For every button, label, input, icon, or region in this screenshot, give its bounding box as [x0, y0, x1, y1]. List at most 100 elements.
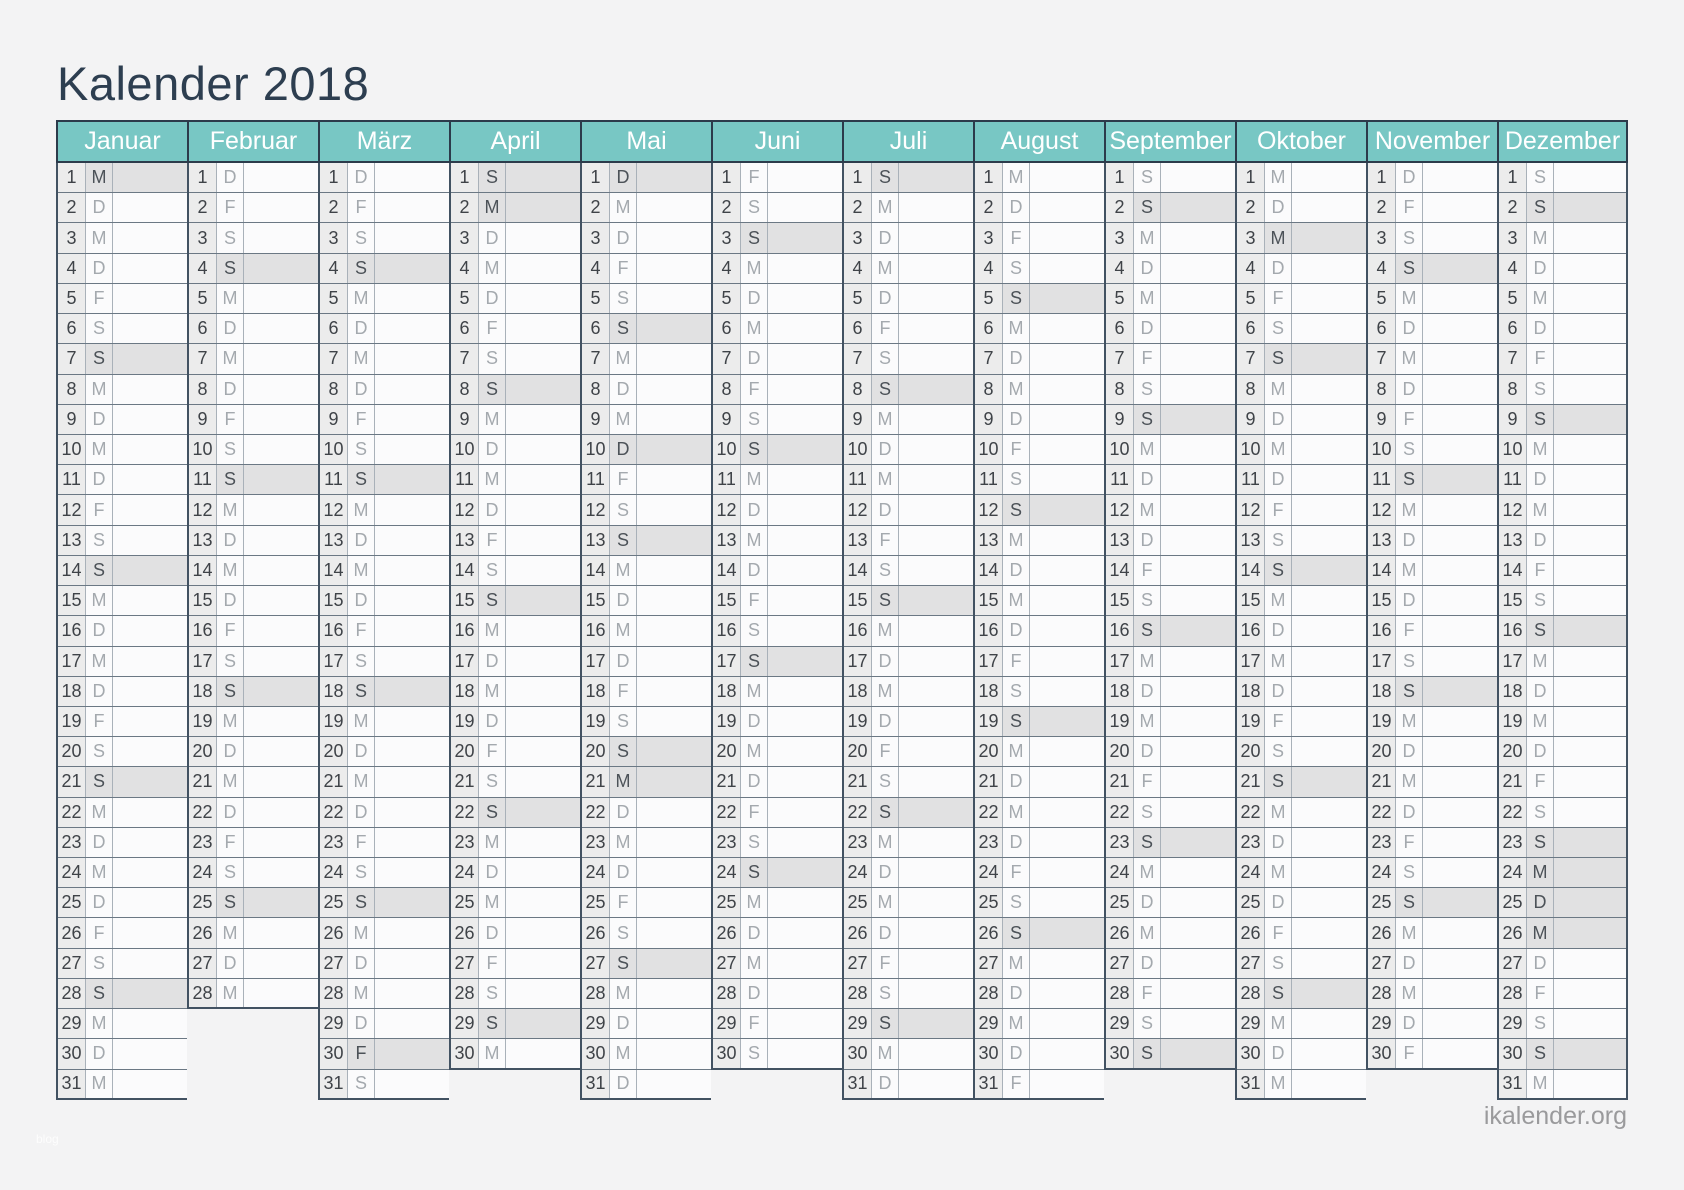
day-number: 17 [975, 646, 1003, 676]
month-grid-november: 1 D 2 F 3 S 4 S 5 M 6 D 7 M 8 D 9 F 10 S 11 S 12 M 13 D 14 M 15 D 16 F 1… [1366, 163, 1497, 1070]
day-number: 13 [320, 525, 348, 555]
note-cell [1030, 465, 1104, 495]
month-header-dezember: Dezember [1497, 120, 1628, 163]
weekday-letter: M [1265, 163, 1292, 193]
day-row: 10 F [975, 434, 1104, 466]
note-cell [899, 918, 973, 948]
day-number: 28 [582, 978, 610, 1009]
day-row: 10 M [58, 434, 187, 466]
day-row: 21 D [713, 767, 842, 798]
note-cell [375, 1039, 449, 1069]
day-row: 14 S [58, 555, 187, 587]
weekday-letter: S [348, 465, 375, 495]
weekday-letter: S [217, 465, 244, 495]
weekday-letter: D [1003, 827, 1030, 858]
weekday-letter: F [86, 706, 113, 737]
day-number: 2 [582, 193, 610, 223]
day-number: 23 [1237, 827, 1265, 858]
day-row: 18 D [1499, 676, 1626, 707]
weekday-letter: D [217, 948, 244, 978]
note-cell [637, 1039, 711, 1069]
note-cell [113, 858, 187, 888]
weekday-letter: M [872, 616, 899, 646]
weekday-letter: D [1003, 404, 1030, 434]
weekday-letter: F [1396, 193, 1423, 223]
day-number: 24 [1106, 858, 1134, 888]
day-row: 22 S [1106, 797, 1235, 828]
note-cell [768, 193, 842, 223]
day-number: 25 [1499, 888, 1527, 918]
day-number: 9 [1237, 404, 1265, 434]
note-cell [637, 283, 711, 314]
day-number: 16 [1237, 616, 1265, 646]
note-cell [1292, 223, 1366, 253]
day-row: 19 D [844, 706, 973, 738]
weekday-letter: D [610, 646, 637, 676]
day-row: 17 M [58, 646, 187, 677]
weekday-letter: D [348, 586, 375, 616]
weekday-letter: M [1134, 706, 1161, 737]
note-cell [768, 767, 842, 797]
day-number: 26 [844, 918, 872, 948]
day-number: 24 [582, 858, 610, 888]
day-row: 25 F [582, 888, 711, 919]
day-row: 13 D [1368, 525, 1497, 556]
day-row: 27 D [320, 948, 449, 979]
weekday-letter: M [741, 948, 768, 978]
note-cell [1554, 1009, 1626, 1039]
day-number: 19 [1368, 706, 1396, 737]
note-cell [768, 555, 842, 586]
note-cell [1292, 314, 1366, 344]
day-row: 13 D [1499, 525, 1626, 556]
day-row: 29 D [1368, 1009, 1497, 1040]
day-row: 29 S [451, 1009, 580, 1040]
weekday-letter: S [610, 283, 637, 314]
day-row: 12 D [713, 495, 842, 526]
weekday-letter: D [348, 314, 375, 344]
day-row: 11 F [582, 465, 711, 496]
note-cell [1161, 314, 1235, 344]
day-number: 17 [451, 646, 479, 676]
weekday-letter: D [86, 1039, 113, 1069]
note-cell [113, 314, 187, 344]
month-header-november: November [1366, 120, 1497, 163]
note-cell [1423, 374, 1497, 404]
note-cell [637, 948, 711, 978]
note-cell [506, 978, 580, 1009]
day-row: 31 M [1499, 1069, 1626, 1100]
note-cell [244, 555, 318, 586]
day-number: 31 [58, 1069, 86, 1098]
day-number: 5 [1106, 283, 1134, 314]
day-row: 24 M [1106, 858, 1235, 889]
weekday-letter: S [1527, 163, 1554, 193]
footer-site-link[interactable]: ikalender.org [1483, 1102, 1627, 1130]
weekday-letter: D [86, 404, 113, 434]
note-cell [375, 767, 449, 797]
note-cell [1423, 918, 1497, 948]
weekday-letter: S [86, 525, 113, 555]
day-number: 23 [844, 827, 872, 858]
note-cell [768, 344, 842, 374]
day-row: 19 M [1106, 706, 1235, 738]
weekday-letter: F [1527, 555, 1554, 586]
note-cell [899, 314, 973, 344]
note-cell [1292, 404, 1366, 434]
day-number: 28 [713, 978, 741, 1009]
day-row: 30 D [975, 1039, 1104, 1070]
note-cell [1423, 586, 1497, 616]
weekday-letter: S [610, 918, 637, 948]
day-number: 25 [320, 888, 348, 918]
weekday-letter: M [741, 525, 768, 555]
note-cell [1554, 223, 1626, 253]
weekday-letter: M [217, 706, 244, 737]
weekday-letter: M [1265, 858, 1292, 888]
